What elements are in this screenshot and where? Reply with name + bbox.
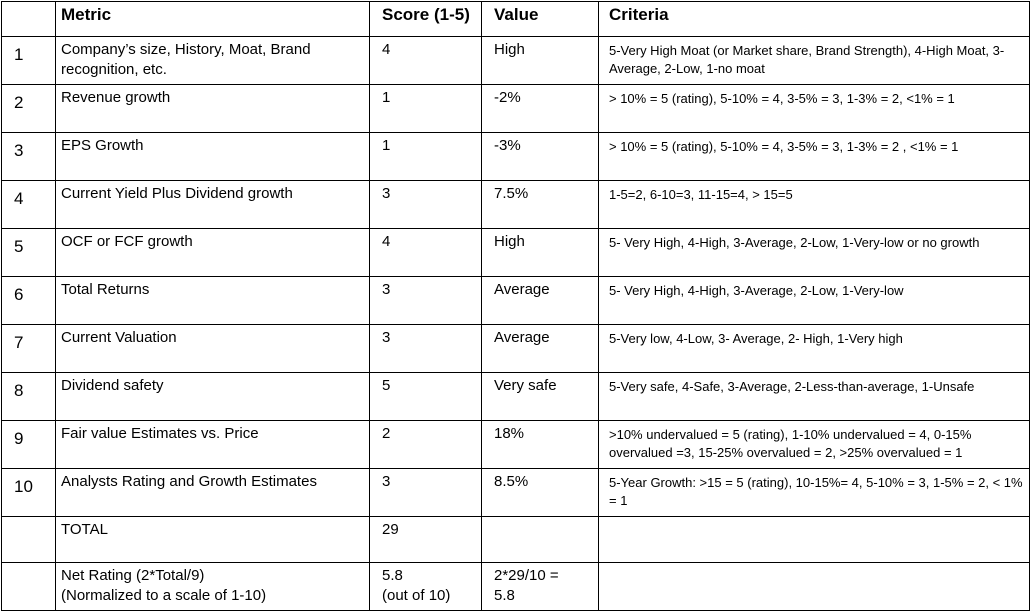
table-row: 7 Current Valuation 3 Average 5-Very low… <box>1 324 1030 373</box>
row-score: 3 <box>369 468 482 517</box>
table-row: 9 Fair value Estimates vs. Price 2 18% >… <box>1 420 1030 469</box>
row-value: 8.5% <box>481 468 599 517</box>
row-score: 4 <box>369 228 482 277</box>
net-value-line1: 2*29/10 = <box>494 567 559 584</box>
row-criteria: 5-Year Growth: >15 = 5 (rating), 10-15%=… <box>598 468 1030 517</box>
row-criteria: 5- Very High, 4-High, 3-Average, 2-Low, … <box>598 228 1030 277</box>
net-score: 5.8 (out of 10) <box>369 562 482 611</box>
row-number: 1 <box>1 36 56 85</box>
row-metric: Revenue growth <box>55 84 370 133</box>
row-value: Average <box>481 324 599 373</box>
net-score-line1: 5.8 <box>382 567 403 584</box>
net-criteria-cell <box>598 562 1030 611</box>
row-criteria: 5- Very High, 4-High, 3-Average, 2-Low, … <box>598 276 1030 325</box>
header-value: Value <box>481 1 599 37</box>
row-value: Average <box>481 276 599 325</box>
row-number: 10 <box>1 468 56 517</box>
total-num-cell <box>1 516 56 563</box>
row-value: Very safe <box>481 372 599 421</box>
table-row: 5 OCF or FCF growth 4 High 5- Very High,… <box>1 228 1030 277</box>
table-row: 3 EPS Growth 1 -3% > 10% = 5 (rating), 5… <box>1 132 1030 181</box>
row-value: High <box>481 228 599 277</box>
header-num <box>1 1 56 37</box>
row-score: 1 <box>369 132 482 181</box>
row-score: 3 <box>369 276 482 325</box>
row-number: 8 <box>1 372 56 421</box>
net-score-line2: (out of 10) <box>382 587 451 604</box>
net-label: Net Rating (2*Total/9) (Normalized to a … <box>55 562 370 611</box>
row-number: 2 <box>1 84 56 133</box>
row-value: 7.5% <box>481 180 599 229</box>
table-row: 4 Current Yield Plus Dividend growth 3 7… <box>1 180 1030 229</box>
row-number: 6 <box>1 276 56 325</box>
row-score: 2 <box>369 420 482 469</box>
header-row: Metric Score (1-5) Value Criteria <box>1 1 1030 37</box>
row-metric: Current Valuation <box>55 324 370 373</box>
row-criteria: >10% undervalued = 5 (rating), 1-10% und… <box>598 420 1030 469</box>
row-score: 4 <box>369 36 482 85</box>
row-metric: Current Yield Plus Dividend growth <box>55 180 370 229</box>
row-number: 7 <box>1 324 56 373</box>
row-metric: Analysts Rating and Growth Estimates <box>55 468 370 517</box>
row-metric: Total Returns <box>55 276 370 325</box>
row-score: 5 <box>369 372 482 421</box>
row-number: 9 <box>1 420 56 469</box>
row-metric: Company’s size, History, Moat, Brand rec… <box>55 36 370 85</box>
row-value: 18% <box>481 420 599 469</box>
table-row: 1 Company’s size, History, Moat, Brand r… <box>1 36 1030 85</box>
header-criteria: Criteria <box>598 1 1030 37</box>
row-criteria: 5-Very safe, 4-Safe, 3-Average, 2-Less-t… <box>598 372 1030 421</box>
total-label: TOTAL <box>55 516 370 563</box>
net-value: 2*29/10 = 5.8 <box>481 562 599 611</box>
row-criteria: 1-5=2, 6-10=3, 11-15=4, > 15=5 <box>598 180 1030 229</box>
row-score: 1 <box>369 84 482 133</box>
net-num-cell <box>1 562 56 611</box>
table-row: 2 Revenue growth 1 -2% > 10% = 5 (rating… <box>1 84 1030 133</box>
header-score: Score (1-5) <box>369 1 482 37</box>
table-row: 10 Analysts Rating and Growth Estimates … <box>1 468 1030 517</box>
net-label-line2: (Normalized to a scale of 1-10) <box>61 587 267 604</box>
total-row: TOTAL 29 <box>1 516 1030 563</box>
row-metric: Dividend safety <box>55 372 370 421</box>
row-metric: OCF or FCF growth <box>55 228 370 277</box>
total-criteria-cell <box>598 516 1030 563</box>
table-row: 6 Total Returns 3 Average 5- Very High, … <box>1 276 1030 325</box>
row-value: -3% <box>481 132 599 181</box>
row-score: 3 <box>369 324 482 373</box>
row-criteria: > 10% = 5 (rating), 5-10% = 4, 3-5% = 3,… <box>598 132 1030 181</box>
row-criteria: 5-Very low, 4-Low, 3- Average, 2- High, … <box>598 324 1030 373</box>
table-row: 8 Dividend safety 5 Very safe 5-Very saf… <box>1 372 1030 421</box>
row-metric: EPS Growth <box>55 132 370 181</box>
row-criteria: > 10% = 5 (rating), 5-10% = 4, 3-5% = 3,… <box>598 84 1030 133</box>
net-rating-row: Net Rating (2*Total/9) (Normalized to a … <box>1 562 1030 611</box>
net-value-line2: 5.8 <box>494 587 515 604</box>
total-value-cell <box>481 516 599 563</box>
row-value: -2% <box>481 84 599 133</box>
header-metric: Metric <box>55 1 370 37</box>
net-label-line1: Net Rating (2*Total/9) <box>61 567 205 584</box>
row-value: High <box>481 36 599 85</box>
row-score: 3 <box>369 180 482 229</box>
row-number: 5 <box>1 228 56 277</box>
row-metric: Fair value Estimates vs. Price <box>55 420 370 469</box>
row-number: 4 <box>1 180 56 229</box>
row-criteria: 5-Very High Moat (or Market share, Brand… <box>598 36 1030 85</box>
total-score: 29 <box>369 516 482 563</box>
row-number: 3 <box>1 132 56 181</box>
